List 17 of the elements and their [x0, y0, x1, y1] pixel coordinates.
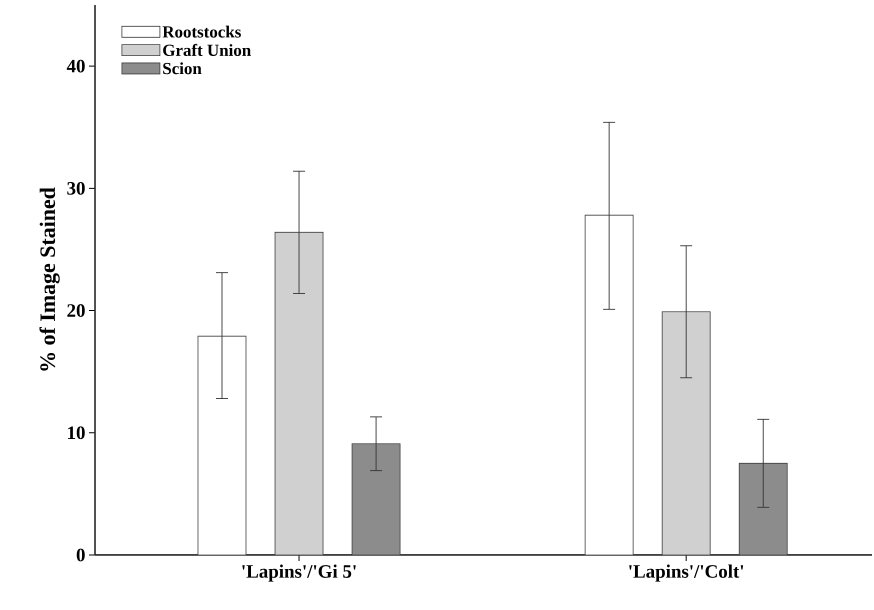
y-axis-title: % of Image Stained [39, 187, 60, 371]
y-tick-label: 0 [76, 548, 85, 562]
y-tick-label: 20 [67, 304, 85, 317]
bar [584, 214, 634, 556]
y-tick-label: 40 [66, 60, 85, 72]
bar [738, 462, 788, 556]
x-tick-label: 'Lapins'/'Colt' [629, 564, 744, 582]
bar [198, 336, 246, 556]
bar [352, 443, 400, 556]
legend-label: Rootstocks [162, 26, 241, 38]
bar [662, 311, 711, 556]
bar [274, 232, 324, 556]
legend-label: Graft Union [163, 44, 251, 56]
x-tick-label: 'Lapins'/'Gi 5' [242, 564, 356, 582]
y-tick-label: 10 [68, 426, 85, 440]
y-tick-label: 30 [67, 182, 85, 195]
legend-label: Scion [163, 62, 202, 74]
